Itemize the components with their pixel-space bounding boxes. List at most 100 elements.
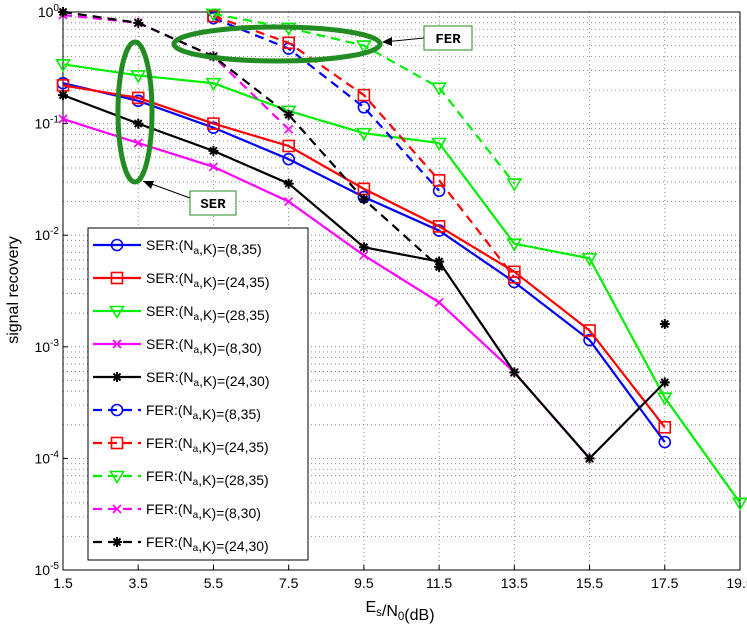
series-line xyxy=(213,17,440,192)
marker xyxy=(58,90,68,101)
marker xyxy=(133,118,144,129)
marker xyxy=(282,139,295,153)
x-tick-label: 7.5 xyxy=(279,575,299,591)
fer-ellipse xyxy=(171,24,383,64)
marker xyxy=(207,117,220,130)
marker xyxy=(434,256,445,267)
y-tick-label: 10-4 xyxy=(34,449,59,466)
marker xyxy=(659,377,670,388)
marker xyxy=(130,70,147,84)
marker xyxy=(432,220,446,233)
marker xyxy=(112,504,122,514)
y-axis-label: signal recovery xyxy=(5,236,22,344)
x-tick-label: 17.5 xyxy=(651,575,678,591)
marker xyxy=(284,124,294,134)
ser-arrowhead xyxy=(143,181,154,189)
marker xyxy=(112,537,122,547)
y-tick-label: 10-2 xyxy=(34,226,59,243)
y-tick-label: 100 xyxy=(38,3,60,20)
marker xyxy=(282,36,295,50)
marker xyxy=(506,178,523,192)
fer-annotation: FER xyxy=(435,32,461,48)
marker xyxy=(58,114,68,124)
y-tick-label: 10-3 xyxy=(34,338,59,355)
legend-label: FER:(Na,K)=(28,35) xyxy=(146,468,269,488)
x-tick-label: 5.5 xyxy=(204,575,224,591)
ser-ellipse xyxy=(115,39,155,185)
marker xyxy=(110,238,124,252)
marker xyxy=(208,162,219,172)
marker xyxy=(133,17,144,28)
marker xyxy=(583,324,596,337)
marker xyxy=(658,435,672,449)
marker xyxy=(284,197,294,207)
y-tick-label: 10-5 xyxy=(34,561,59,578)
legend-label: FER:(Na,K)=(24,30) xyxy=(146,534,269,554)
ser-annotation: SER xyxy=(200,197,226,213)
marker xyxy=(584,453,595,464)
marker xyxy=(355,127,372,142)
marker xyxy=(110,403,124,417)
marker xyxy=(358,242,369,253)
marker xyxy=(205,77,222,92)
fer-arrowhead xyxy=(382,37,392,46)
x-tick-label: 11.5 xyxy=(426,575,452,591)
marker xyxy=(283,109,294,120)
marker xyxy=(55,58,71,73)
marker xyxy=(109,305,125,320)
x-tick-label: 15.5 xyxy=(576,575,603,591)
marker xyxy=(283,178,294,189)
x-tick-label: 9.5 xyxy=(354,575,374,591)
series-line xyxy=(62,13,290,131)
marker xyxy=(359,250,369,260)
legend-label: FER:(Na,K)=(24,35) xyxy=(146,435,269,455)
legend-label: SER:(Na,K)=(8,35) xyxy=(146,237,262,257)
legend-box xyxy=(87,227,309,561)
marker xyxy=(431,137,448,152)
x-tick-label: 3.5 xyxy=(128,575,148,591)
marker xyxy=(357,100,371,114)
marker xyxy=(112,339,122,349)
marker xyxy=(357,88,371,102)
marker xyxy=(58,7,68,17)
marker xyxy=(434,261,445,272)
legend-label: FER:(Na,K)=(8,35) xyxy=(146,402,261,422)
x-tick-label: 13.5 xyxy=(501,575,528,591)
marker xyxy=(659,319,670,330)
plot-frame xyxy=(62,11,741,571)
marker xyxy=(208,145,219,156)
marker xyxy=(133,138,143,148)
legend-label: SER:(Na,K)=(28,35) xyxy=(146,303,270,323)
series-line xyxy=(213,15,516,278)
marker xyxy=(110,271,124,285)
marker xyxy=(358,194,369,205)
marker xyxy=(508,270,521,284)
legend-label: FER:(Na,K)=(8,30) xyxy=(146,501,261,521)
marker xyxy=(110,436,124,450)
x-tick-label: 1.5 xyxy=(53,575,73,591)
ser-box xyxy=(189,190,237,216)
marker xyxy=(509,367,520,378)
series-line xyxy=(62,84,666,428)
marker xyxy=(432,174,446,187)
marker xyxy=(109,470,125,485)
fer-box xyxy=(423,25,473,51)
marker xyxy=(732,497,747,511)
marker xyxy=(583,333,596,347)
marker xyxy=(112,372,122,382)
marker xyxy=(506,238,523,252)
ser-arrow xyxy=(145,181,191,199)
legend-label: SER:(Na,K)=(24,30) xyxy=(146,369,270,389)
x-tick-label: 19.5 xyxy=(726,575,747,591)
marker xyxy=(355,40,372,54)
marker xyxy=(131,91,145,105)
legend-label: SER:(Na,K)=(24,35) xyxy=(146,270,270,290)
marker xyxy=(658,420,672,434)
marker xyxy=(434,297,444,307)
x-axis-label: Es/N0(dB) xyxy=(365,599,434,624)
marker xyxy=(431,82,448,96)
y-tick-label: 10-1 xyxy=(34,115,59,132)
marker xyxy=(205,8,222,23)
marker xyxy=(581,253,598,267)
